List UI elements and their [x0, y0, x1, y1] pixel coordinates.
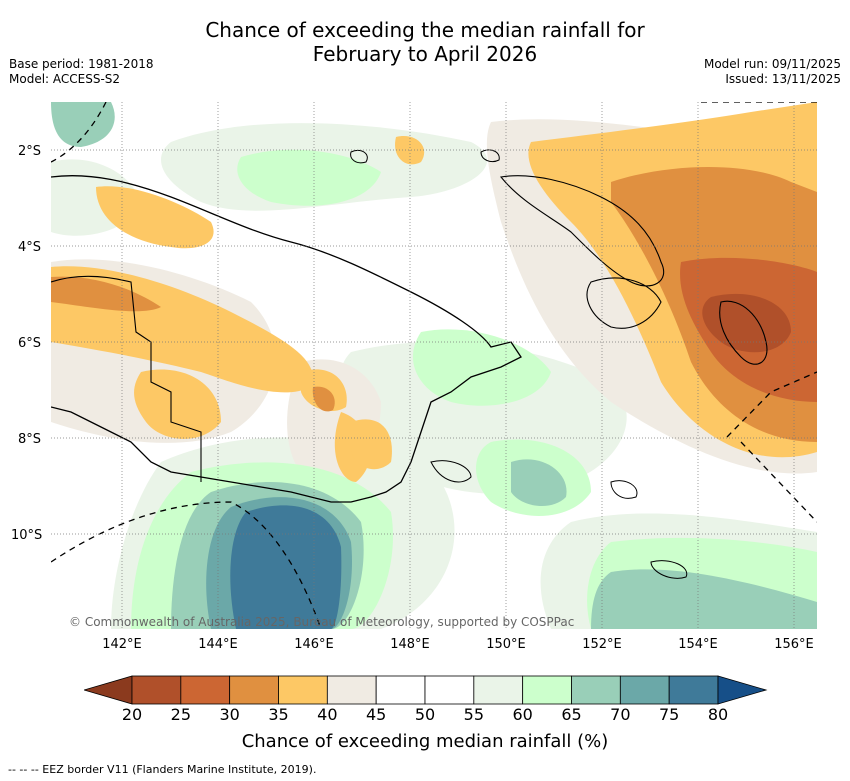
issued-date: Issued: 13/11/2025 [725, 72, 841, 86]
colorbar-extend-high [717, 675, 768, 705]
coastline-new-britain [499, 175, 665, 287]
x-label-150e: 150°E [486, 637, 526, 652]
base-period: Base period: 1981-2018 [9, 57, 154, 71]
colorbar-tick-label: 30 [219, 705, 240, 724]
border-png-indonesia [51, 275, 202, 482]
colorbar-cell [571, 675, 621, 705]
colorbar-cell [424, 675, 475, 705]
x-label-148e: 148°E [390, 637, 430, 652]
coastline-bougainville [719, 300, 768, 365]
x-label-156e: 156°E [774, 637, 814, 652]
colorbar-cell [375, 675, 426, 705]
colorbar [84, 675, 768, 705]
y-label-8s: 8°S [18, 432, 42, 447]
colorbar-tick-label: 50 [414, 705, 436, 724]
y-label-6s: 6°S [18, 336, 42, 351]
coastline-new-guinea [51, 175, 522, 503]
x-label-154e: 154°E [678, 637, 718, 652]
colorbar-cell [180, 675, 231, 705]
zone-65-70-mid [511, 459, 567, 507]
colorbar-tick-label: 65 [561, 705, 582, 724]
colorbar-tick-label: 55 [463, 705, 484, 724]
title-line-1: Chance of exceeding the median rainfall … [205, 18, 645, 42]
y-label-4s: 4°S [18, 240, 42, 255]
eez-border-southeast [740, 441, 817, 523]
zone-20-25-east [702, 293, 791, 353]
colorbar-cell [522, 675, 572, 705]
x-label-144e: 144°E [198, 637, 238, 652]
y-label-10s: 10°S [11, 528, 43, 543]
eez-footer: -- -- -- EEZ border V11 (Flanders Marine… [8, 763, 317, 776]
grid-lines [51, 102, 817, 629]
copyright-credit: © Commonwealth of Australia 2025, Bureau… [69, 615, 574, 629]
x-label-146e: 146°E [294, 637, 334, 652]
colorbar-tick-label: 75 [658, 705, 680, 724]
zone-65-70-southeast [591, 569, 817, 629]
eez-border-west [51, 102, 107, 163]
coastline-new-ireland [586, 277, 662, 329]
zone-35-40-southwest [134, 369, 221, 439]
colorbar-cell [668, 675, 719, 705]
model-name: Model: ACCESS-S2 [9, 72, 121, 86]
colorbar-cell [229, 675, 279, 705]
zone-65-70-north [51, 102, 115, 147]
title-line-2: February to April 2026 [312, 42, 538, 66]
y-label-2s: 2°S [18, 144, 42, 159]
colorbar-cell [326, 675, 377, 705]
zone-35-40-center-3 [351, 419, 392, 470]
x-label-142e: 142°E [102, 637, 142, 652]
colorbar-tick-label: 45 [365, 705, 387, 724]
colorbar-cell [278, 675, 328, 705]
zone-60-65-center [412, 329, 551, 406]
colorbar-tick-label: 40 [317, 705, 338, 724]
colorbar-tick-label: 60 [512, 705, 533, 724]
colorbar-tick-label: 35 [268, 705, 289, 724]
coastline-islands [350, 149, 688, 579]
zone-75-80 [230, 505, 342, 629]
zone-30-35-center [312, 386, 335, 412]
colorbar-tick-label: 80 [707, 705, 729, 724]
model-run: Model run: 09/11/2025 [703, 57, 841, 71]
colorbar-tick-label: 70 [610, 705, 631, 724]
colorbar-tick-label: 25 [170, 705, 191, 724]
x-label-152e: 152°E [582, 637, 622, 652]
eez-border-southwest [51, 501, 322, 629]
colorbar-title: Chance of exceeding median rainfall (%) [241, 731, 609, 752]
rainfall-map: © Commonwealth of Australia 2025, Bureau… [51, 102, 817, 629]
zone-60-65-north [237, 149, 381, 206]
colorbar-cell [473, 675, 524, 705]
zone-35-40-north-1 [96, 186, 214, 249]
colorbar-tick-label: 20 [121, 705, 143, 724]
meta-left: Base period: 1981-2018 Model: ACCESS-S2 [9, 57, 154, 87]
colorbar-cell [131, 675, 182, 705]
colorbar-cell [619, 675, 670, 705]
map-title: Chance of exceeding the median rainfall … [0, 18, 850, 66]
colorbar-extend-low [84, 675, 133, 705]
zone-35-40-north-2 [395, 136, 425, 165]
meta-right: Model run: 09/11/2025 Issued: 13/11/2025 [704, 57, 841, 87]
